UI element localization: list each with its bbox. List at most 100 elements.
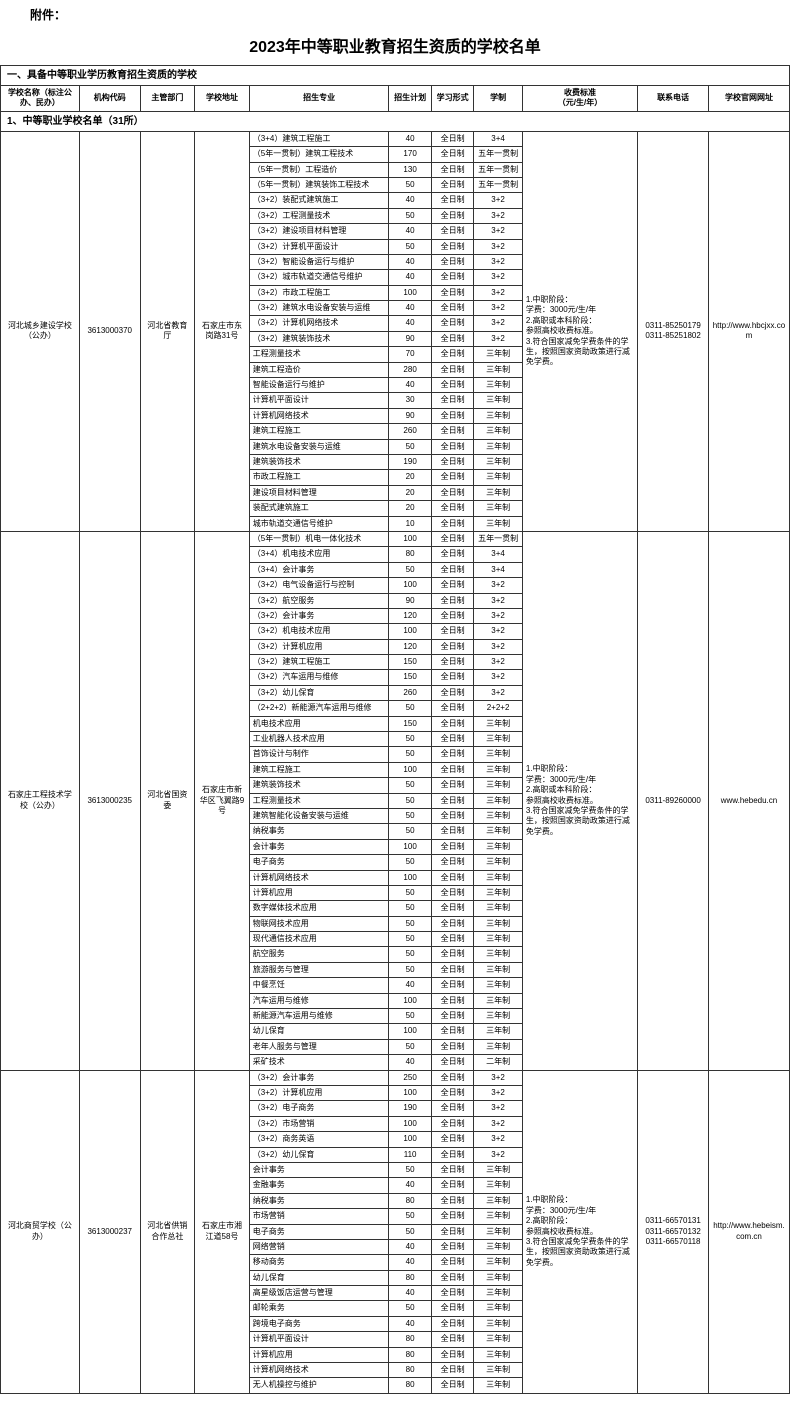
cell-duration: 3+2 — [474, 655, 523, 670]
cell-major: 建筑工程施工 — [249, 762, 389, 777]
cell-major: 幼儿保育 — [249, 1270, 389, 1285]
cell-major: （3+2）计算机应用 — [249, 1086, 389, 1101]
cell-major: 高星级饭店运营与管理 — [249, 1286, 389, 1301]
cell-form: 全日制 — [431, 331, 473, 346]
cell-duration: 3+2 — [474, 639, 523, 654]
cell-form: 全日制 — [431, 1224, 473, 1239]
cell-major: 计算机网络技术 — [249, 1363, 389, 1378]
cell-form: 全日制 — [431, 208, 473, 223]
cell-addr: 石家庄市东岗路31号 — [195, 131, 250, 531]
cell-duration: 三年制 — [474, 793, 523, 808]
cell-fee: 1.中职阶段：学费：3000元/生/年2.高职或本科阶段：参照高校收费标准。3.… — [522, 531, 637, 1070]
cell-major: 会计事务 — [249, 839, 389, 854]
cell-duration: 三年制 — [474, 1363, 523, 1378]
cell-plan: 40 — [389, 316, 431, 331]
cell-form: 全日制 — [431, 531, 473, 546]
cell-major: 无人机操控与维护 — [249, 1378, 389, 1393]
cell-duration: 三年制 — [474, 1039, 523, 1054]
cell-plan: 50 — [389, 1209, 431, 1224]
cell-plan: 50 — [389, 901, 431, 916]
cell-plan: 80 — [389, 1332, 431, 1347]
cell-plan: 40 — [389, 1316, 431, 1331]
cell-major: 采矿技术 — [249, 1055, 389, 1070]
cell-plan: 10 — [389, 516, 431, 531]
cell-plan: 170 — [389, 147, 431, 162]
cell-form: 全日制 — [431, 1178, 473, 1193]
cell-duration: 3+4 — [474, 131, 523, 146]
cell-form: 全日制 — [431, 1301, 473, 1316]
cell-plan: 40 — [389, 1055, 431, 1070]
cell-duration: 五年一贯制 — [474, 177, 523, 192]
cell-plan: 260 — [389, 424, 431, 439]
cell-form: 全日制 — [431, 485, 473, 500]
cell-plan: 20 — [389, 470, 431, 485]
cell-major: 计算机应用 — [249, 1347, 389, 1362]
cell-form: 全日制 — [431, 316, 473, 331]
cell-plan: 50 — [389, 808, 431, 823]
cell-duration: 三年制 — [474, 978, 523, 993]
cell-form: 全日制 — [431, 301, 473, 316]
cell-plan: 20 — [389, 485, 431, 500]
cell-form: 全日制 — [431, 1009, 473, 1024]
cell-form: 全日制 — [431, 716, 473, 731]
cell-major: （2+2+2）新能源汽车运用与维修 — [249, 701, 389, 716]
cell-major: 装配式建筑施工 — [249, 501, 389, 516]
cell-form: 全日制 — [431, 1209, 473, 1224]
cell-plan: 40 — [389, 1178, 431, 1193]
cell-duration: 3+2 — [474, 1132, 523, 1147]
cell-duration: 三年制 — [474, 470, 523, 485]
cell-major: 移动商务 — [249, 1255, 389, 1270]
cell-form: 全日制 — [431, 454, 473, 469]
cell-major: 建筑装饰技术 — [249, 454, 389, 469]
cell-form: 全日制 — [431, 1132, 473, 1147]
cell-major: （3+2）会计事务 — [249, 1070, 389, 1085]
cell-plan: 40 — [389, 978, 431, 993]
cell-major: 工程测量技术 — [249, 793, 389, 808]
cell-form: 全日制 — [431, 624, 473, 639]
th-code: 机构代码 — [79, 86, 140, 112]
cell-plan: 50 — [389, 1301, 431, 1316]
cell-plan: 40 — [389, 1239, 431, 1254]
cell-major: （3+2）市场营销 — [249, 1116, 389, 1131]
cell-plan: 100 — [389, 1024, 431, 1039]
cell-major: （3+2）幼儿保育 — [249, 685, 389, 700]
cell-plan: 40 — [389, 193, 431, 208]
cell-duration: 三年制 — [474, 778, 523, 793]
cell-duration: 三年制 — [474, 885, 523, 900]
cell-phone: 0311-89260000 — [638, 531, 709, 1070]
cell-plan: 100 — [389, 870, 431, 885]
cell-major: 物联网技术应用 — [249, 916, 389, 931]
cell-form: 全日制 — [431, 993, 473, 1008]
cell-duration: 三年制 — [474, 1193, 523, 1208]
cell-plan: 20 — [389, 501, 431, 516]
cell-form: 全日制 — [431, 670, 473, 685]
cell-duration: 五年一贯制 — [474, 162, 523, 177]
cell-plan: 280 — [389, 362, 431, 377]
cell-plan: 50 — [389, 885, 431, 900]
cell-major: 市政工程施工 — [249, 470, 389, 485]
cell-form: 全日制 — [431, 1378, 473, 1393]
cell-plan: 100 — [389, 993, 431, 1008]
cell-form: 全日制 — [431, 562, 473, 577]
cell-plan: 50 — [389, 1009, 431, 1024]
cell-duration: 2+2+2 — [474, 701, 523, 716]
cell-form: 全日制 — [431, 824, 473, 839]
cell-plan: 50 — [389, 932, 431, 947]
cell-form: 全日制 — [431, 224, 473, 239]
cell-form: 全日制 — [431, 193, 473, 208]
cell-major: （3+2）计算机网络技术 — [249, 316, 389, 331]
cell-plan: 100 — [389, 1132, 431, 1147]
cell-plan: 100 — [389, 1116, 431, 1131]
cell-major: （3+2）智能设备运行与维护 — [249, 254, 389, 269]
th-fee: 收费标准（元/生/年） — [522, 86, 637, 112]
cell-duration: 三年制 — [474, 716, 523, 731]
section1-title: 一、具备中等职业学历教育招生资质的学校 — [1, 66, 790, 86]
cell-duration: 3+2 — [474, 1147, 523, 1162]
cell-form: 全日制 — [431, 378, 473, 393]
cell-duration: 三年制 — [474, 1286, 523, 1301]
cell-form: 全日制 — [431, 393, 473, 408]
cell-plan: 80 — [389, 1347, 431, 1362]
cell-form: 全日制 — [431, 701, 473, 716]
cell-duration: 三年制 — [474, 962, 523, 977]
cell-major: 金融事务 — [249, 1178, 389, 1193]
